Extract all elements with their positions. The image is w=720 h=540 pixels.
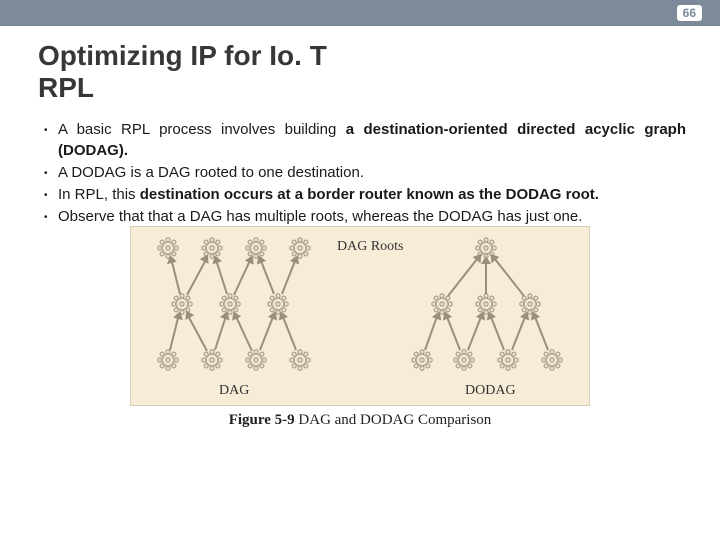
label-dag: DAG	[219, 383, 249, 399]
graph-edge	[511, 314, 527, 350]
label-dag-roots: DAG Roots	[337, 239, 404, 255]
graph-node	[157, 349, 179, 371]
graph-edge	[234, 314, 253, 351]
graph-node	[541, 349, 563, 371]
header-bar: 66	[0, 0, 720, 26]
graph-edge	[214, 315, 227, 351]
bullet-dot: •	[44, 185, 58, 205]
arrow-head-icon	[210, 254, 222, 265]
graph-node	[245, 349, 267, 371]
bullet-item: •In RPL, this destination occurs at a bo…	[44, 185, 686, 205]
label-dodag: DODAG	[465, 383, 516, 399]
bullet-item: •A DODAG is a DAG rooted to one destinat…	[44, 163, 686, 183]
graph-edge	[186, 258, 207, 296]
caption-rest: DAG and DODAG Comparison	[295, 412, 492, 428]
bullet-dot: •	[44, 207, 58, 227]
title-line-1: Optimizing IP for Io. T	[38, 40, 327, 71]
figure-wrap: DAG Roots DAG DODAG Figure 5-9 DAG and DOD…	[0, 226, 720, 429]
graph-node	[497, 349, 519, 371]
graph-edge	[467, 314, 483, 350]
graph-edge	[259, 314, 275, 350]
graph-edge	[281, 314, 297, 350]
figure-caption: Figure 5-9 DAG and DODAG Comparison	[229, 412, 492, 429]
bullet-list: •A basic RPL process involves building a…	[44, 120, 686, 227]
graph-edge	[485, 260, 487, 294]
bullet-text: Observe that that a DAG has multiple roo…	[58, 207, 686, 227]
caption-bold: Figure 5-9	[229, 412, 295, 428]
graph-edge	[445, 314, 461, 350]
page-title: Optimizing IP for Io. T RPL	[38, 40, 720, 104]
graph-node	[201, 349, 223, 371]
slide-number: 66	[677, 5, 702, 21]
arrow-head-icon	[165, 254, 177, 264]
graph-edge	[215, 259, 228, 295]
graph-edge	[281, 258, 297, 294]
dag-dodag-figure: DAG Roots DAG DODAG	[130, 226, 590, 406]
graph-edge	[533, 314, 549, 350]
graph-edge	[169, 315, 180, 350]
bullet-dot: •	[44, 120, 58, 161]
bullet-item: •Observe that that a DAG has multiple ro…	[44, 207, 686, 227]
graph-node	[411, 349, 433, 371]
graph-edge	[187, 314, 208, 352]
bullet-text: In RPL, this destination occurs at a bor…	[58, 185, 686, 205]
graph-edge	[447, 256, 479, 296]
graph-node	[453, 349, 475, 371]
bullet-text: A DODAG is a DAG rooted to one destinati…	[58, 163, 686, 183]
graph-edge	[493, 256, 525, 296]
bullet-text: A basic RPL process involves building a …	[58, 120, 686, 161]
graph-edge	[424, 315, 438, 351]
bullet-item: •A basic RPL process involves building a…	[44, 120, 686, 161]
graph-edge	[233, 258, 252, 295]
graph-edge	[170, 259, 181, 294]
graph-edge	[489, 314, 505, 350]
graph-node	[289, 349, 311, 371]
graph-edge	[259, 258, 275, 294]
bullet-dot: •	[44, 163, 58, 183]
title-line-2: RPL	[38, 72, 94, 103]
